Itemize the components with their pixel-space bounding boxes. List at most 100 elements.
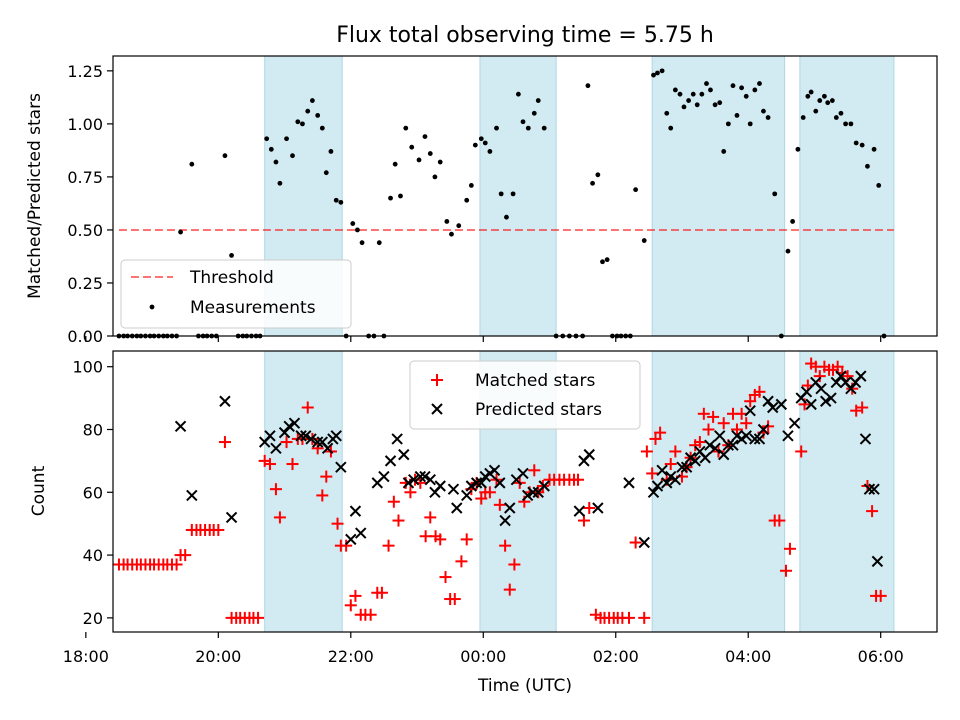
matched-star-point <box>349 589 362 602</box>
bottom-plot-area <box>112 357 887 624</box>
predicted-star-point <box>800 386 813 398</box>
predicted-star-point <box>651 480 664 492</box>
measurement-point <box>376 240 382 246</box>
matched-star-point <box>460 533 473 546</box>
matched-star-point <box>649 432 662 445</box>
x-tick-label: 02:00 <box>593 647 639 666</box>
predicted-star-point <box>820 395 832 407</box>
matched-star-point <box>856 401 869 414</box>
measurement-point <box>677 91 683 97</box>
measurement-point <box>833 115 839 120</box>
predicted-star-point <box>689 455 701 467</box>
measurement-point <box>708 87 713 93</box>
x-axis-label: Time (UTC) <box>477 676 572 696</box>
measurement-point <box>472 142 478 148</box>
predicted-star-point <box>699 452 711 464</box>
predicted-star-point <box>398 448 410 461</box>
bottom-legend: Matched stars Predicted stars <box>409 360 641 430</box>
predicted-star-point <box>355 527 367 539</box>
bottom-y-tick-label: 80 <box>83 420 103 439</box>
predicted-star-point <box>504 502 516 514</box>
matched-star-point <box>702 423 715 436</box>
predicted-star-point <box>447 483 460 495</box>
matched-star-point <box>813 370 826 383</box>
measurement-point <box>876 182 882 188</box>
measurement-point <box>520 119 526 125</box>
measurement-point <box>672 87 678 93</box>
predicted-star-point <box>305 433 317 445</box>
matched-star-point <box>499 539 512 552</box>
matched-star-point <box>286 458 299 471</box>
predicted-star-point <box>676 461 688 473</box>
measurement-point <box>747 121 753 127</box>
top-y-tick-label: 0.25 <box>67 274 103 293</box>
measurement-point <box>865 163 870 169</box>
legend-matched-swatch <box>431 374 443 386</box>
predicted-star-point <box>434 480 446 492</box>
top-plot-area <box>116 68 894 339</box>
predicted-star-point <box>749 433 761 445</box>
legend-predicted-swatch <box>431 403 443 415</box>
predicted-star-point <box>419 470 431 483</box>
top-y-axis: 0.00 0.25 0.50 0.75 1.00 1.25 <box>67 62 113 346</box>
bottom-axes-frame <box>112 350 938 633</box>
measurement-point <box>482 140 488 146</box>
predicted-star-point <box>470 477 483 489</box>
measurement-point <box>323 170 329 176</box>
predicted-star-point <box>788 417 801 429</box>
top-band-2 <box>651 55 786 337</box>
measurement-point <box>305 108 311 114</box>
measurement-point <box>668 125 674 131</box>
measurement-point <box>694 102 700 108</box>
matched-star-point <box>316 489 329 502</box>
bottom-band-0 <box>264 350 343 633</box>
measurement-point <box>222 153 228 159</box>
measurement-point <box>392 161 398 167</box>
predicted-star-point <box>408 474 420 486</box>
matched-star-point <box>638 611 651 624</box>
matched-star-point <box>269 483 282 496</box>
predicted-star-point <box>330 430 342 442</box>
predicted-star-point <box>656 464 668 477</box>
matched-star-point <box>707 410 720 423</box>
matched-star-point <box>252 611 265 624</box>
matched-star-point <box>263 458 276 471</box>
x-tick-label: 18:00 <box>63 647 109 666</box>
predicted-star-point <box>647 486 660 498</box>
predicted-star-point <box>762 395 774 407</box>
measurement-point <box>498 191 504 197</box>
predicted-star-point <box>391 433 403 445</box>
predicted-star-point <box>465 480 478 492</box>
bottom-highlight-bands <box>264 350 895 633</box>
predicted-star-point <box>805 398 817 411</box>
predicted-star-point <box>767 401 779 414</box>
measurement-point <box>725 121 731 127</box>
matched-star-point <box>392 514 405 527</box>
matched-star-point <box>301 401 314 414</box>
predicted-star-point <box>709 442 721 455</box>
predicted-star-point <box>815 382 827 395</box>
predicted-star-point <box>521 489 534 502</box>
measurement-point <box>730 83 736 89</box>
predicted-star-point <box>623 477 635 489</box>
predicted-star-point <box>475 477 487 489</box>
measurement-point <box>290 153 295 159</box>
matched-star-point <box>762 420 775 433</box>
measurement-point <box>437 159 443 165</box>
predicted-star-point <box>335 461 347 473</box>
matched-star-point <box>654 426 667 439</box>
matched-star-point <box>493 498 506 511</box>
predicted-star-point <box>859 433 872 445</box>
matched-star-point <box>483 486 496 499</box>
bottom-y-tick-label: 40 <box>83 546 103 565</box>
measurement-point <box>690 91 696 97</box>
bottom-y-tick-label: 100 <box>72 358 103 377</box>
measurement-point <box>871 146 877 152</box>
predicted-star-point <box>264 430 276 442</box>
matched-star-point <box>528 464 541 477</box>
predicted-star-point <box>669 474 682 486</box>
measurement-point <box>295 119 301 125</box>
predicted-star-point <box>414 470 427 483</box>
x-tick-label: 00:00 <box>460 647 506 666</box>
measurement-point <box>409 144 415 150</box>
